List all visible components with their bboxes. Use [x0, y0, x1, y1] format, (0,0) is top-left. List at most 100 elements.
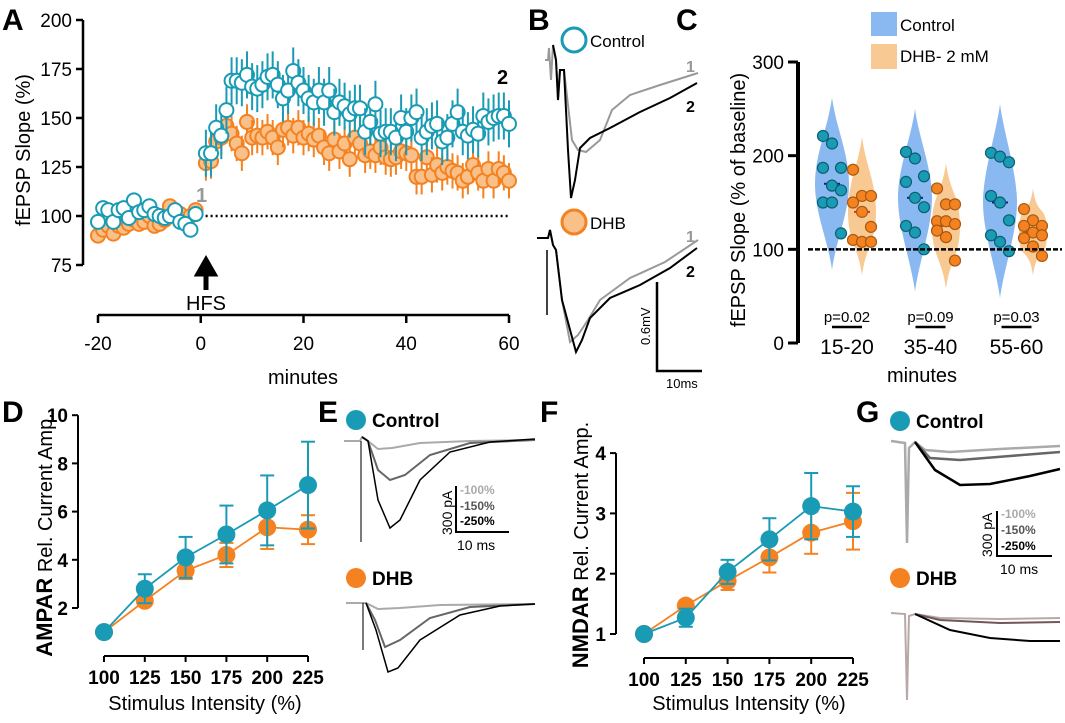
g-intensity-100: -100% — [1001, 507, 1036, 521]
f-x-tick-label: 225 — [837, 670, 869, 691]
e-scale-v: 300 pA — [439, 490, 455, 535]
c-p-value: p=0.09 — [907, 309, 953, 326]
c-y-tick-label: 0 — [773, 334, 784, 355]
a-control-point — [367, 96, 384, 113]
e-dhb-legend-icon — [346, 568, 366, 588]
g-dhb-trace-150 — [914, 613, 1061, 625]
f-y-axis-label: NMDAR Rel. Current Amp. — [568, 422, 593, 668]
b-control-legend-icon — [560, 26, 588, 54]
c-data-point-dhb — [930, 224, 944, 237]
c-data-point-control — [899, 145, 913, 159]
c-data-point-control — [993, 235, 1007, 248]
c-data-point-dhb — [948, 254, 962, 267]
c-data-point-control — [899, 219, 913, 233]
c-data-point-dhb — [846, 163, 860, 176]
d-control-point — [176, 548, 195, 567]
a-control-point — [90, 213, 106, 230]
g-intensity-250: -250% — [1001, 539, 1036, 553]
d-y-tick-label: 6 — [57, 503, 68, 524]
d-control-point — [135, 579, 154, 598]
a-dhb-point — [233, 145, 250, 162]
c-data-point-dhb — [846, 196, 860, 209]
hfs-arrow-icon — [193, 254, 219, 290]
f-x-tick-label: 150 — [712, 670, 744, 691]
c-data-point-dhb — [1035, 229, 1049, 242]
e-control-legend-icon — [346, 410, 366, 430]
b-control-label-1: 1 — [686, 59, 695, 76]
hfs-label: HFS — [186, 293, 226, 315]
b-scale-bar — [655, 282, 702, 373]
c-data-point-dhb — [1017, 219, 1031, 233]
f-control-point — [676, 608, 695, 627]
d-y-tick-label: 8 — [57, 454, 68, 475]
g-legend-control: Control — [916, 412, 984, 433]
f-control-point — [802, 497, 821, 516]
g-control-trace-150 — [914, 441, 1061, 462]
a-control-point — [352, 100, 369, 117]
c-data-point-dhb — [1017, 231, 1031, 245]
g-scale-v: 300 pA — [979, 512, 995, 557]
e-control-trace-150 — [361, 436, 536, 482]
g-legend-dhb: DHB — [916, 569, 957, 590]
a-control-point — [449, 104, 466, 121]
d-control-point — [217, 525, 236, 544]
c-legend-control: Control — [900, 16, 955, 35]
chart-marks: 75 100 125 150 175 200 -20 0 20 40 60 0 100 200 300 p=0… — [40, 11, 1062, 691]
a-y-axis-label: fEPSP Slope (%) — [13, 74, 35, 226]
f-y-label-bold: NMDAR — [568, 586, 593, 668]
e-intensity-100: -100% — [460, 483, 495, 497]
c-data-point-control — [993, 196, 1007, 209]
a-control-point — [218, 102, 235, 119]
g-control-legend-icon — [890, 411, 910, 431]
c-data-point-control — [816, 129, 830, 143]
a-control-point — [439, 129, 456, 146]
f-y-tick-label: 2 — [595, 565, 606, 586]
c-data-point-control — [984, 189, 998, 203]
f-control-point — [635, 625, 653, 643]
a-control-point — [408, 104, 425, 121]
a-marker-1: 1 — [196, 185, 207, 207]
a-control-point — [203, 145, 220, 162]
d-x-tick-label: 225 — [292, 668, 324, 689]
a-x-tick-label: 60 — [498, 334, 519, 355]
e-dhb-trace-150 — [365, 602, 536, 649]
panel-label-b: B — [528, 4, 550, 37]
c-data-point-control — [825, 137, 839, 150]
b-legend-control: Control — [590, 32, 645, 51]
panel-d-chart: AMPAR Rel. Current Amp. Stimulus Intensi… — [32, 413, 302, 715]
b-dhb-legend-icon — [560, 208, 588, 236]
c-p-value: p=0.03 — [993, 309, 1039, 326]
c-data-point-dhb — [948, 217, 962, 231]
e-dhb-trace-250 — [365, 602, 536, 674]
a-marker-2: 2 — [497, 67, 508, 89]
panel-label-c: C — [676, 4, 698, 37]
g-dhb-trace-100 — [890, 612, 1061, 701]
a-control-point — [398, 123, 415, 140]
c-x-tick-label: 35-40 — [904, 336, 958, 359]
e-control-trace-100 — [344, 435, 536, 451]
panel-c-chart: fEPSP Slope (% of baseline) minutes Cont… — [728, 12, 989, 387]
d-control-point — [299, 476, 317, 495]
c-data-point-dhb — [855, 205, 869, 218]
c-legend-dhb: DHB- 2 mM — [900, 47, 989, 66]
c-data-point-control — [1002, 156, 1016, 169]
d-y-axis-label: AMPAR Rel. Current Amp. — [32, 413, 57, 657]
panel-label-e: E — [318, 396, 338, 429]
c-legend-control-swatch — [871, 12, 897, 36]
a-control-point — [470, 125, 487, 142]
panel-e-traces: Control DHB 300 pA 10 ms -100% -150% -25… — [344, 410, 536, 674]
c-data-point-control — [825, 196, 839, 209]
c-data-point-control — [908, 226, 922, 239]
d-control-point — [258, 501, 277, 520]
f-x-tick-label: 175 — [754, 670, 786, 691]
a-y-tick-label: 200 — [40, 11, 72, 32]
d-x-tick-label: 175 — [211, 668, 243, 689]
c-data-point-control — [834, 184, 848, 197]
c-data-point-control — [1002, 214, 1016, 227]
c-data-point-control — [908, 191, 922, 204]
f-x-axis-label: Stimulus Intensity (%) — [652, 693, 845, 715]
c-data-point-control — [993, 150, 1007, 163]
d-y-tick-label: 10 — [47, 406, 68, 427]
a-y-tick-label: 75 — [51, 256, 72, 277]
a-control-point — [187, 206, 204, 223]
